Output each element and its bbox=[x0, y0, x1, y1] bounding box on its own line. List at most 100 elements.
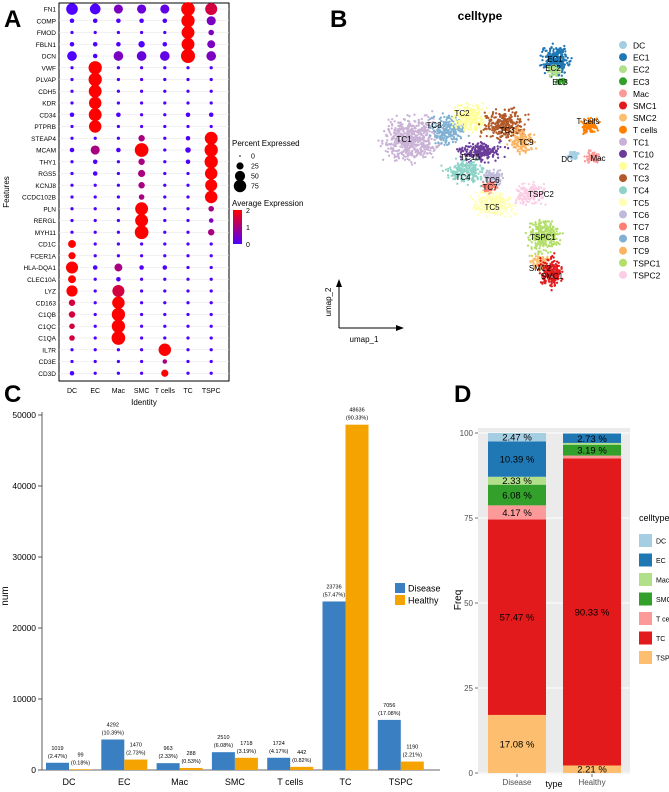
expression-dot bbox=[206, 16, 216, 26]
expression-dot bbox=[93, 359, 97, 364]
expression-dot bbox=[163, 77, 167, 82]
umap-point bbox=[550, 245, 554, 248]
umap-point bbox=[461, 177, 464, 181]
umap-point bbox=[474, 144, 477, 147]
umap-point bbox=[393, 141, 396, 144]
umap-legend-label: SMC1 bbox=[633, 101, 657, 111]
umap-point bbox=[481, 118, 485, 121]
feature-label: THY1 bbox=[39, 159, 56, 166]
expression-dot bbox=[93, 324, 97, 328]
umap-point bbox=[543, 65, 546, 68]
umap-point bbox=[423, 150, 426, 154]
umap-point bbox=[552, 55, 556, 59]
umap-point bbox=[409, 146, 412, 149]
umap-point bbox=[386, 150, 390, 154]
umap-point bbox=[552, 231, 556, 234]
umap-point bbox=[552, 50, 555, 53]
umap-point bbox=[552, 57, 555, 61]
umap-point bbox=[527, 143, 530, 147]
umap-point bbox=[510, 143, 514, 146]
umap-point bbox=[561, 80, 564, 84]
umap-point bbox=[424, 123, 428, 126]
umap-point bbox=[552, 280, 555, 284]
umap-point bbox=[408, 149, 411, 152]
umap-point bbox=[531, 229, 535, 232]
umap-point bbox=[429, 126, 432, 130]
size-legend-dot bbox=[239, 155, 241, 157]
umap-point bbox=[519, 187, 523, 190]
umap-point bbox=[516, 148, 520, 151]
expression-dot bbox=[138, 41, 145, 48]
umap-point bbox=[497, 120, 501, 124]
expression-dot bbox=[93, 218, 97, 223]
umap-point bbox=[494, 175, 497, 178]
umap-point bbox=[573, 150, 577, 154]
expression-dot bbox=[137, 4, 147, 14]
umap-point bbox=[551, 53, 555, 56]
umap-point bbox=[551, 61, 555, 64]
umap-point bbox=[502, 197, 505, 201]
umap-point bbox=[441, 112, 444, 115]
umap-point bbox=[491, 112, 495, 116]
umap-point bbox=[481, 142, 484, 146]
expression-dot bbox=[68, 252, 76, 260]
expression-dot bbox=[68, 311, 76, 318]
umap-point bbox=[514, 205, 517, 208]
umap-point bbox=[455, 110, 458, 114]
umap-point bbox=[564, 81, 567, 84]
umap-point bbox=[582, 117, 586, 121]
umap-point bbox=[481, 190, 485, 193]
umap-point bbox=[486, 187, 489, 191]
umap-point bbox=[466, 154, 469, 158]
expression-dot bbox=[116, 41, 121, 47]
umap-point bbox=[472, 104, 475, 107]
umap-point bbox=[526, 244, 530, 247]
umap-point bbox=[487, 111, 491, 115]
umap-point bbox=[417, 133, 420, 136]
expression-dot bbox=[186, 195, 190, 199]
umap-point bbox=[400, 143, 404, 146]
stacked-x-labels: Disease Healthy bbox=[503, 774, 606, 787]
bar-rect bbox=[377, 719, 401, 770]
umap-point bbox=[547, 274, 550, 277]
expression-dot bbox=[70, 89, 74, 93]
expression-dot bbox=[209, 77, 213, 82]
color-legend-bar bbox=[233, 210, 242, 244]
bar-rect bbox=[267, 757, 291, 770]
umap-point bbox=[489, 175, 492, 178]
umap-point bbox=[549, 257, 553, 260]
umap-point bbox=[523, 139, 527, 142]
expression-dot bbox=[116, 276, 121, 282]
umap-point bbox=[464, 117, 468, 120]
umap-point bbox=[510, 207, 514, 211]
umap-point bbox=[569, 59, 572, 63]
umap-point bbox=[550, 272, 553, 276]
umap-point bbox=[491, 134, 494, 138]
umap-point bbox=[468, 166, 471, 170]
umap-point bbox=[470, 128, 473, 131]
umap-point bbox=[467, 111, 470, 114]
expression-dot bbox=[185, 112, 191, 118]
umap-point bbox=[554, 81, 558, 84]
bar-y-tick-label: 20000 bbox=[12, 623, 36, 633]
umap-point bbox=[493, 145, 496, 149]
expression-dot bbox=[139, 77, 144, 82]
umap-point bbox=[467, 114, 471, 117]
expression-dot bbox=[112, 284, 125, 298]
umap-point bbox=[399, 151, 403, 154]
expression-dot bbox=[163, 242, 167, 246]
umap-point bbox=[491, 121, 495, 124]
umap-point bbox=[563, 63, 567, 66]
umap-cluster-label: TC9 bbox=[518, 138, 534, 147]
umap-point bbox=[499, 135, 502, 138]
umap-point bbox=[534, 257, 537, 260]
bar-y-tick-label: 30000 bbox=[12, 552, 36, 562]
umap-point bbox=[431, 125, 434, 128]
umap-point bbox=[483, 173, 486, 176]
umap-point bbox=[400, 136, 403, 139]
umap-point bbox=[538, 247, 541, 250]
umap-cluster-label: TC4 bbox=[455, 173, 471, 182]
umap-point bbox=[417, 124, 420, 127]
umap-point bbox=[480, 166, 483, 170]
umap-point bbox=[487, 196, 490, 199]
